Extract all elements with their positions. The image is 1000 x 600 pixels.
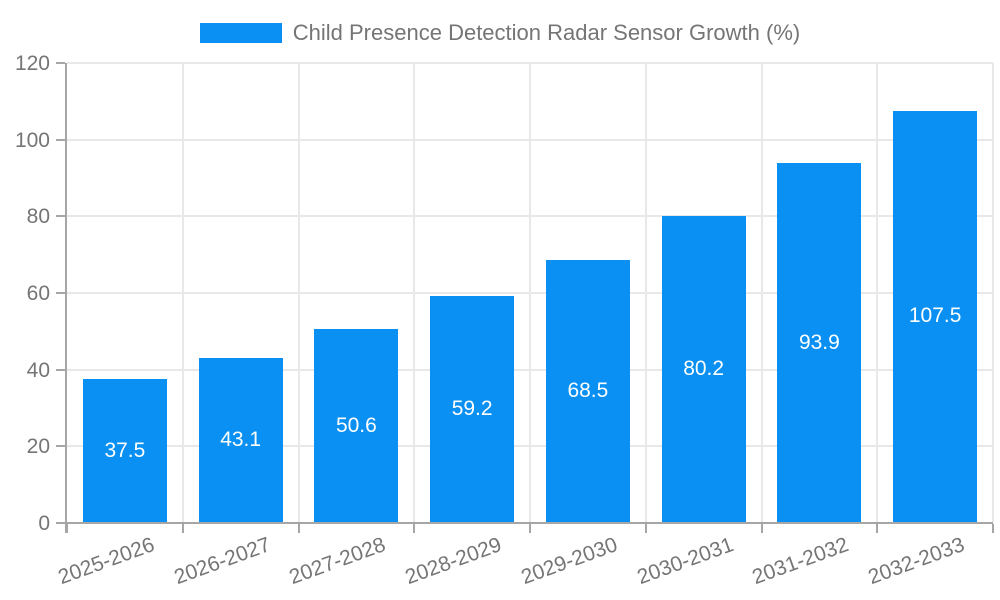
bar: 59.2 xyxy=(430,296,515,522)
x-tick-label: 2028-2029 xyxy=(402,533,505,590)
y-tick xyxy=(56,522,65,524)
legend-swatch xyxy=(199,23,282,43)
x-tick xyxy=(644,524,647,533)
v-gridline xyxy=(529,63,531,523)
x-tick xyxy=(181,524,184,533)
bar-value-label: 93.9 xyxy=(798,330,840,354)
v-gridline xyxy=(876,63,879,523)
x-tick xyxy=(529,524,531,533)
bar: 50.6 xyxy=(314,329,399,522)
x-tick-label: 2027-2028 xyxy=(286,533,389,590)
y-axis-line xyxy=(65,63,67,533)
v-gridline xyxy=(297,63,300,523)
bar-value-label: 68.5 xyxy=(567,379,609,403)
bar: 68.5 xyxy=(545,260,630,522)
v-gridline xyxy=(181,63,184,523)
bar: 43.1 xyxy=(198,357,283,522)
y-tick xyxy=(56,445,65,448)
chart-legend[interactable]: Child Presence Detection Radar Sensor Gr… xyxy=(0,20,1000,46)
y-tick-label: 80 xyxy=(26,205,50,229)
y-tick xyxy=(56,62,65,64)
y-tick xyxy=(56,215,65,218)
y-tick-label: 40 xyxy=(26,358,50,382)
plot-area: 37.5 43.1 50.6 59.2 68.5 80.2 93.9 107.5 xyxy=(67,62,994,523)
y-tick-label: 60 xyxy=(26,282,50,305)
y-tick-label: 0 xyxy=(38,512,50,535)
x-tick xyxy=(413,524,416,533)
bar-value-label: 80.2 xyxy=(683,356,725,380)
x-tick-label: 2030-2031 xyxy=(633,533,737,590)
x-tick xyxy=(992,524,994,533)
bar: 80.2 xyxy=(661,215,746,522)
v-gridline xyxy=(992,63,994,523)
y-tick xyxy=(56,138,65,141)
legend-label: Child Presence Detection Radar Sensor Gr… xyxy=(292,20,801,45)
x-tick-label: 2032-2033 xyxy=(865,533,968,590)
x-tick xyxy=(66,524,68,533)
x-tick-label: 2026-2027 xyxy=(170,533,274,590)
bar-value-label: 37.5 xyxy=(104,438,146,462)
y-tick xyxy=(56,292,65,294)
v-gridline xyxy=(644,63,647,523)
x-tick xyxy=(297,524,300,533)
x-tick xyxy=(760,524,763,533)
x-tick-label: 2031-2032 xyxy=(749,533,852,590)
y-tick xyxy=(56,368,65,371)
x-tick-label: 2025-2026 xyxy=(55,533,158,590)
x-axis-line xyxy=(67,522,993,524)
bar-value-label: 59.2 xyxy=(451,397,493,421)
bar-value-label: 43.1 xyxy=(220,427,262,451)
v-gridline xyxy=(760,63,763,523)
bar-value-label: 50.6 xyxy=(335,413,377,437)
y-tick-label: 20 xyxy=(26,435,50,459)
x-tick xyxy=(876,524,879,533)
bar: 37.5 xyxy=(82,379,167,522)
y-tick-label: 100 xyxy=(14,128,50,152)
y-tick-label: 120 xyxy=(14,52,50,75)
v-gridline xyxy=(413,63,416,523)
bar: 93.9 xyxy=(777,163,862,522)
bar-value-label: 107.5 xyxy=(908,304,962,328)
bar: 107.5 xyxy=(893,110,978,522)
x-tick-label: 2029-2030 xyxy=(518,533,621,590)
